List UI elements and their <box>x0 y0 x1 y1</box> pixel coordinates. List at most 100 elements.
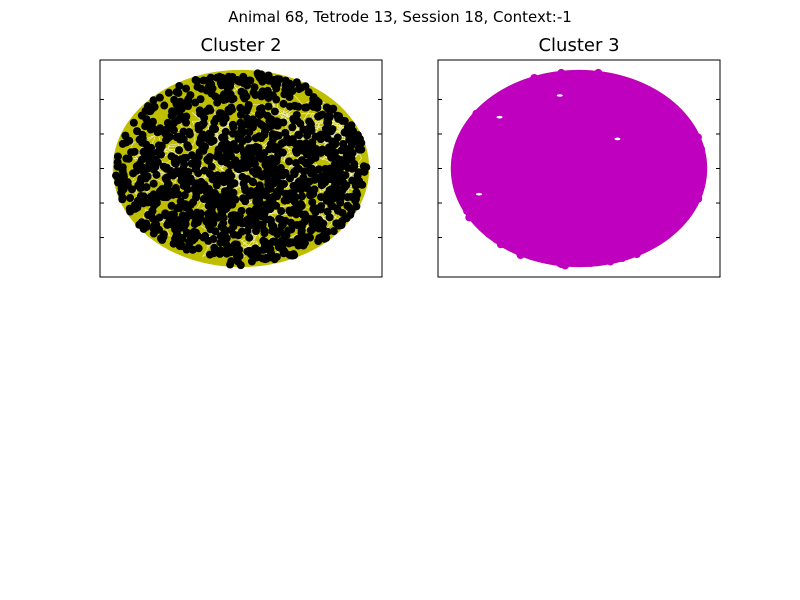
spike-point <box>317 172 326 181</box>
spike-point <box>305 117 314 126</box>
spike-point <box>539 207 548 216</box>
spike-point <box>184 168 193 177</box>
spike-point <box>294 85 303 94</box>
spike-point <box>670 218 679 227</box>
spike-point <box>223 243 232 252</box>
spike-point <box>645 108 654 117</box>
spike-point <box>133 203 142 212</box>
spike-point <box>229 139 238 148</box>
spike-point <box>453 168 462 177</box>
spike-point <box>290 116 299 125</box>
spike-point <box>180 160 189 169</box>
spike-point <box>662 227 671 236</box>
spike-point <box>496 240 505 249</box>
spike-point <box>299 241 308 250</box>
spike-point <box>264 71 273 80</box>
spike-point <box>219 178 228 187</box>
spike-point <box>465 184 474 193</box>
spike-point <box>598 159 607 168</box>
spike-point <box>602 76 611 85</box>
spike-point <box>322 103 331 112</box>
spike-point <box>465 204 474 213</box>
spike-point <box>489 159 498 168</box>
spike-point <box>227 171 236 180</box>
spike-point <box>291 193 300 202</box>
spike-point <box>306 233 315 242</box>
spike-point <box>526 152 535 161</box>
spike-point <box>141 122 150 131</box>
spike-point <box>224 72 233 81</box>
spike-point <box>612 236 621 245</box>
spike-point <box>340 158 349 167</box>
spike-point <box>137 155 146 164</box>
spike-point <box>256 120 265 129</box>
spike-point <box>167 201 176 210</box>
spike-point <box>523 163 532 172</box>
spike-point <box>618 225 627 234</box>
spike-point <box>262 253 271 262</box>
spike-point <box>137 174 146 183</box>
spike-point <box>222 152 231 161</box>
uncovered-fleck <box>496 115 503 119</box>
spike-point <box>288 135 297 144</box>
spike-point <box>595 218 604 227</box>
spike-point <box>127 148 136 157</box>
spike-point <box>603 256 612 265</box>
spike-point <box>200 180 209 189</box>
spike-point <box>637 140 646 149</box>
spike-point <box>525 183 534 192</box>
spike-point <box>288 123 297 132</box>
spike-point <box>506 144 515 153</box>
spike-point <box>221 190 230 199</box>
spike-point <box>558 82 567 91</box>
spike-point <box>321 124 330 133</box>
spike-point <box>575 141 584 150</box>
spike-point <box>260 130 269 139</box>
spike-point <box>138 163 147 172</box>
spike-point <box>174 132 183 141</box>
spike-point <box>307 126 316 135</box>
spike-point <box>634 234 643 243</box>
spike-point <box>182 181 191 190</box>
spike-point <box>623 187 632 196</box>
spike-point <box>606 241 615 250</box>
spike-point <box>585 237 594 246</box>
spike-point <box>295 204 304 213</box>
plot-area <box>112 69 371 270</box>
spike-point <box>663 184 672 193</box>
spike-point <box>518 111 527 120</box>
spike-point <box>236 160 245 169</box>
spike-point <box>567 133 576 142</box>
cluster-2-title: Cluster 2 <box>200 35 282 56</box>
uncovered-fleck <box>476 192 483 196</box>
spike-point <box>601 233 610 242</box>
spike-point <box>169 119 178 128</box>
spike-point <box>250 191 259 200</box>
spike-point <box>204 156 213 165</box>
spike-point <box>476 140 485 149</box>
spike-point <box>268 237 277 246</box>
spike-point <box>659 192 668 201</box>
spike-point <box>642 125 651 134</box>
spike-point <box>670 125 679 134</box>
spike-point <box>483 207 492 216</box>
spike-point <box>201 142 210 151</box>
spike-point <box>312 96 321 105</box>
spike-point <box>206 106 215 115</box>
spike-point <box>181 200 190 209</box>
spike-point <box>642 93 651 102</box>
spike-point <box>244 246 253 255</box>
spike-point <box>586 258 595 267</box>
spike-point <box>574 110 583 119</box>
spike-point <box>599 201 608 210</box>
spike-point <box>287 81 296 90</box>
spike-point <box>686 167 695 176</box>
spike-point <box>549 104 558 113</box>
spike-point <box>528 242 537 251</box>
spike-point <box>542 88 551 97</box>
spike-point <box>306 156 315 165</box>
spike-point <box>333 204 342 213</box>
spike-point <box>191 98 200 107</box>
spike-point <box>694 194 703 203</box>
spike-point <box>548 161 557 170</box>
